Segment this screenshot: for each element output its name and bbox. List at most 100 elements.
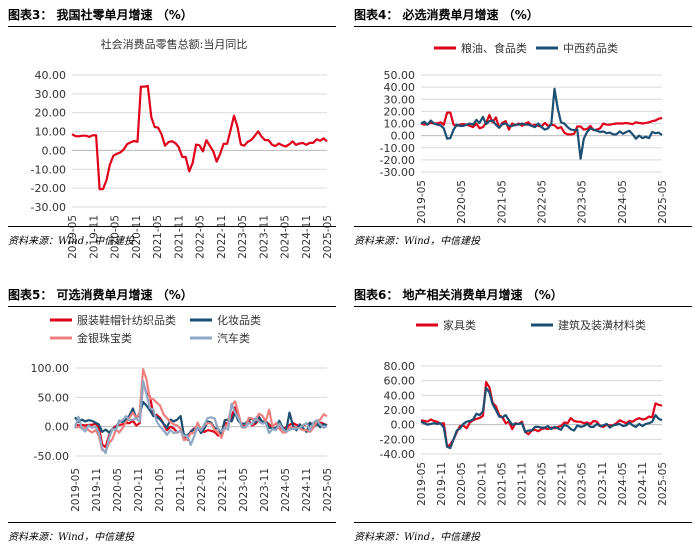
x-tick-label: 2023-11 (259, 468, 271, 512)
panel-title-rule (354, 26, 692, 27)
x-tick-label: 2023-11 (258, 215, 270, 259)
x-tick-label: 2024-11 (301, 468, 313, 512)
y-tick-label: -20.00 (380, 433, 415, 446)
x-tick-label: 2020-11 (476, 462, 488, 506)
x-tick-label: 2019-05 (416, 462, 428, 506)
x-tick-label: 2022-05 (196, 468, 208, 512)
legend-label: 建筑及装潢材料类 (558, 318, 646, 332)
y-tick-label: -50.00 (34, 450, 69, 463)
x-tick-label: 2024-05 (280, 468, 292, 512)
panel-bottom-rule (354, 522, 692, 523)
panel-title: 图表3： 我国社零单月增速 （%） (8, 8, 193, 22)
y-tick-label: 10.00 (35, 126, 67, 139)
x-tick-label: 2021-11 (173, 215, 185, 259)
y-tick-label: 40.00 (35, 69, 67, 82)
source-note: 资料来源：Wind，中信建投 (8, 532, 135, 543)
x-tick-label: 2020-11 (133, 468, 145, 512)
x-tick-label: 2019-05 (416, 180, 428, 224)
x-tick-label: 2021-11 (175, 468, 187, 512)
y-tick-label: 30.00 (384, 93, 416, 106)
y-tick-label: 10.00 (384, 118, 416, 131)
y-tick-label: 80.00 (384, 360, 416, 373)
source-note: 资料来源：Wind，中信建投 (354, 236, 481, 247)
panel-bottom-rule (354, 226, 692, 227)
x-tick-label: 2019-11 (91, 468, 103, 512)
series-line (74, 368, 328, 453)
series-line (73, 379, 328, 455)
y-tick-label: 40.00 (384, 81, 416, 94)
legend-label: 粮油、食品类 (461, 41, 527, 55)
panel-title: 图表6： 地产相关消费单月增速 （%） (354, 288, 563, 302)
y-tick-label: -20.00 (31, 182, 66, 195)
x-tick-label: 2019-11 (88, 215, 100, 259)
x-tick-label: 2021-05 (152, 215, 164, 259)
legend-label: 家具类 (443, 318, 476, 332)
x-tick-label: 2023-11 (597, 462, 609, 506)
chart-property-consumption: 80.0060.0040.0020.000.00-20.00-40.002019… (380, 318, 669, 506)
x-tick-label: 2020-05 (112, 468, 124, 512)
x-tick-label: 2021-05 (496, 180, 508, 224)
panel-bottom-rule (8, 226, 336, 227)
x-tick-label: 2023-05 (237, 215, 249, 259)
x-tick-label: 2022-05 (195, 215, 207, 259)
legend-label: 化妆品类 (217, 313, 261, 327)
x-tick-label: 2022-05 (537, 462, 549, 506)
y-tick-label: 0.00 (42, 144, 67, 157)
x-tick-label: 2020-05 (456, 180, 468, 224)
series-line (420, 386, 663, 450)
y-tick-label: 60.00 (384, 375, 416, 388)
x-tick-label: 2025-05 (322, 215, 334, 259)
x-tick-label: 2021-05 (496, 462, 508, 506)
chart-title: 社会消费品零售总额:当月同比 (101, 37, 248, 51)
y-tick-label: 20.00 (384, 105, 416, 118)
x-tick-label: 2019-05 (67, 215, 79, 259)
y-tick-label: 0.00 (45, 421, 70, 434)
x-tick-label: 2024-05 (280, 215, 292, 259)
y-tick-label: -40.00 (380, 448, 415, 461)
y-tick-label: 20.00 (384, 404, 416, 417)
x-tick-label: 2024-05 (617, 462, 629, 506)
panel-title: 图表5： 可选消费单月增速 （%） (8, 288, 193, 302)
x-tick-label: 2024-05 (617, 180, 629, 224)
y-tick-label: -30.00 (31, 201, 66, 214)
series-line (420, 380, 663, 448)
x-tick-label: 2020-05 (110, 215, 122, 259)
panel-title-rule (354, 306, 692, 307)
y-tick-label: 0.00 (391, 130, 416, 143)
x-tick-label: 2019-11 (436, 462, 448, 506)
y-tick-label: -10.00 (380, 142, 415, 155)
series-line (71, 84, 328, 191)
x-tick-label: 2025-05 (657, 462, 669, 506)
series-line (420, 87, 663, 160)
x-tick-label: 2021-05 (154, 468, 166, 512)
panel-title-rule (8, 26, 336, 27)
panel-title-rule (8, 306, 336, 307)
legend-label: 中西药品类 (563, 41, 618, 55)
source-note: 资料来源：Wind，中信建投 (354, 532, 481, 543)
x-tick-label: 2023-05 (577, 462, 589, 506)
chart-essential-consumption: 50.0040.0030.0020.0010.000.00-10.00-20.0… (380, 41, 669, 224)
x-tick-label: 2025-05 (657, 180, 669, 224)
panel-title: 图表4： 必选消费单月增速 （%） (354, 8, 539, 22)
y-tick-label: 0.00 (391, 419, 416, 432)
x-tick-label: 2022-11 (216, 215, 228, 259)
y-tick-label: 100.00 (31, 362, 70, 375)
legend-label: 金银珠宝类 (77, 331, 132, 345)
legend-label: 汽车类 (217, 331, 250, 345)
x-tick-label: 2025-05 (322, 468, 334, 512)
y-tick-label: 30.00 (35, 88, 67, 101)
source-note: 资料来源：Wind，中信建投 (8, 236, 135, 247)
x-tick-label: 2022-11 (217, 468, 229, 512)
x-tick-label: 2021-11 (516, 462, 528, 506)
y-tick-label: -10.00 (31, 163, 66, 176)
x-tick-label: 2020-11 (131, 215, 143, 259)
x-tick-label: 2022-05 (537, 180, 549, 224)
panel-bottom-rule (8, 522, 336, 523)
y-tick-label: 40.00 (384, 389, 416, 402)
y-tick-label: 50.00 (384, 69, 416, 82)
x-tick-label: 2022-11 (557, 462, 569, 506)
y-tick-label: -20.00 (380, 154, 415, 167)
x-tick-label: 2023-05 (238, 468, 250, 512)
x-tick-label: 2019-05 (70, 468, 82, 512)
